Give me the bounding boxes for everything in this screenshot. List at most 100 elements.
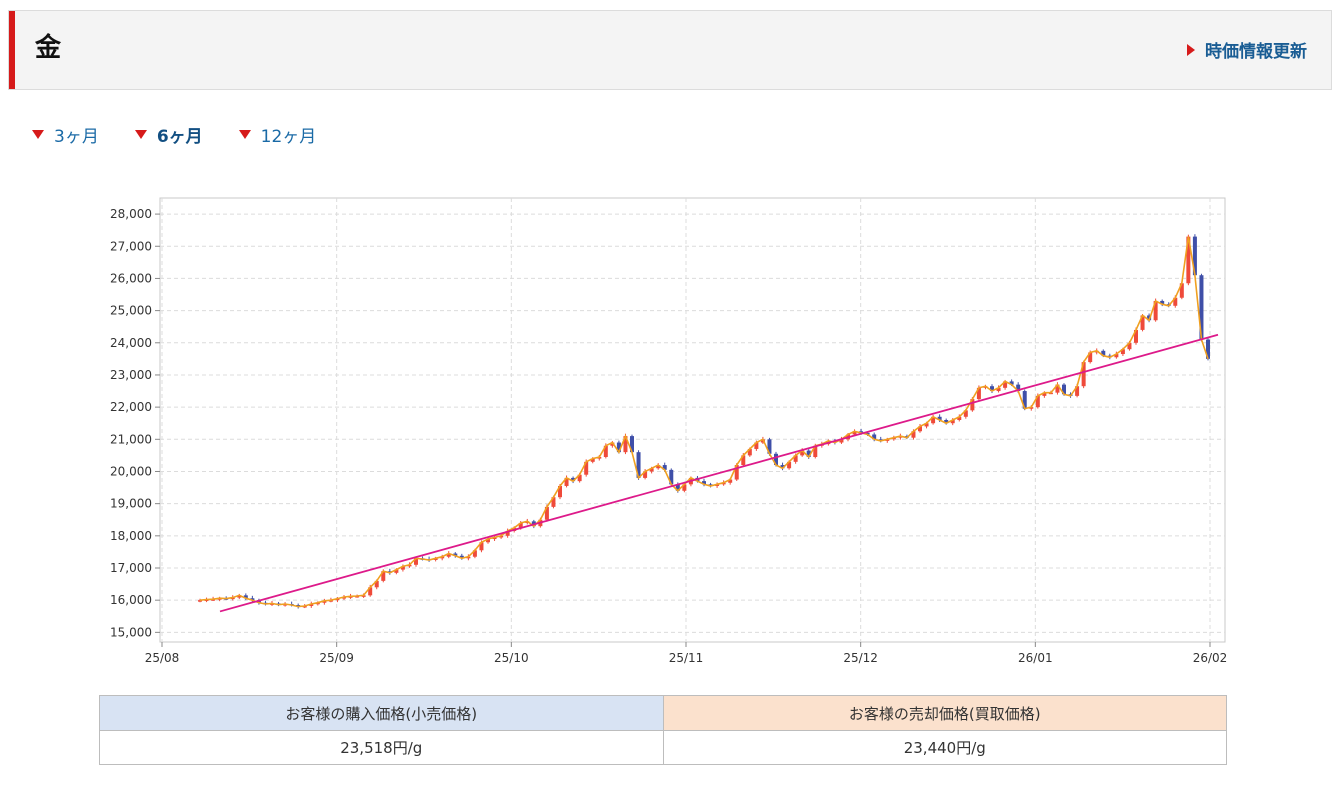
caret-down-icon xyxy=(238,130,251,139)
candle-body xyxy=(1140,315,1145,330)
candle-body xyxy=(767,439,772,454)
candle-body xyxy=(636,452,641,478)
candle-body xyxy=(662,465,667,470)
header-accent-bar xyxy=(9,11,15,89)
y-tick-label: 20,000 xyxy=(110,464,152,478)
candle-body xyxy=(747,448,752,456)
candle-body xyxy=(603,445,608,457)
candle-body xyxy=(950,420,955,424)
candle-body xyxy=(780,465,785,469)
candle-body xyxy=(931,416,936,424)
period-tabs: 3ヶ月 6ヶ月 12ヶ月 xyxy=(32,122,316,147)
page-header: 金 時価情報更新 xyxy=(8,10,1332,90)
candle-body xyxy=(433,558,438,560)
candle-body xyxy=(957,416,962,420)
tab-6-months[interactable]: 6ヶ月 xyxy=(134,122,203,147)
candle-body xyxy=(440,556,445,559)
price-table: お客様の購入価格(小売価格) お客様の売却価格(買取価格) 23,518円/g … xyxy=(99,695,1227,765)
candle-body xyxy=(459,555,464,559)
buy-price-header: お客様の購入価格(小売価格) xyxy=(99,695,664,731)
candle-body xyxy=(741,455,746,466)
candle-body xyxy=(1075,386,1080,396)
candle-body xyxy=(492,537,497,540)
candle-body xyxy=(852,431,857,435)
tab-3-months[interactable]: 3ヶ月 xyxy=(32,122,99,147)
candle-body xyxy=(250,598,255,601)
candle-body xyxy=(616,442,621,453)
candle-body xyxy=(918,426,922,432)
candle-body xyxy=(1206,339,1210,359)
x-tick-label: 25/08 xyxy=(145,651,180,665)
update-prices-link[interactable]: 時価情報更新 xyxy=(1187,37,1307,62)
y-tick-label: 19,000 xyxy=(110,497,152,511)
candle-body xyxy=(963,410,968,417)
candle-body xyxy=(1022,391,1027,409)
candle-body xyxy=(656,465,661,469)
candle-body xyxy=(571,477,576,482)
candle-body xyxy=(446,553,451,557)
candle-body xyxy=(708,484,713,486)
x-tick-label: 25/10 xyxy=(494,651,529,665)
candle-body xyxy=(1035,395,1040,408)
candle-body xyxy=(368,587,373,596)
candle-body xyxy=(1029,407,1034,409)
candle-body xyxy=(728,479,733,483)
candle-body xyxy=(1179,283,1184,298)
candle-body xyxy=(911,431,916,438)
candle-body xyxy=(996,387,1001,392)
candle-body xyxy=(774,453,778,466)
tab-12-months[interactable]: 12ヶ月 xyxy=(238,122,317,147)
candle-body xyxy=(322,600,327,603)
candle-body xyxy=(859,431,864,433)
candle-body xyxy=(610,442,615,446)
candle-body xyxy=(734,465,739,480)
candle-body xyxy=(499,535,504,538)
candle-body xyxy=(937,416,942,420)
candle-body xyxy=(675,484,680,491)
candle-body xyxy=(1016,384,1021,392)
candle-body xyxy=(544,506,549,520)
trend-line xyxy=(219,333,1219,613)
candle-body xyxy=(1062,384,1066,395)
candle-body xyxy=(990,386,994,392)
candle-body xyxy=(1134,329,1138,343)
candle-body xyxy=(1042,392,1047,396)
y-tick-label: 15,000 xyxy=(110,625,152,639)
candle-body xyxy=(558,485,562,498)
candle-body xyxy=(715,484,720,486)
y-tick-label: 24,000 xyxy=(110,336,152,350)
candle-body xyxy=(1055,384,1060,393)
candle-body xyxy=(754,442,759,449)
candle-body xyxy=(237,595,242,598)
candle-body xyxy=(970,399,975,411)
candle-body xyxy=(1088,352,1093,363)
x-tick-label: 25/11 xyxy=(669,651,704,665)
candle-body xyxy=(198,600,202,602)
y-tick-label: 28,000 xyxy=(110,207,152,221)
gold-price-chart: 15,000 16,000 17,000 18,000 19,000 20,000 21,0… xyxy=(110,197,1227,665)
candle-body xyxy=(702,481,706,485)
candle-body xyxy=(721,482,726,485)
candle-body xyxy=(1186,236,1191,284)
caret-right-icon xyxy=(1187,43,1195,56)
candle-body xyxy=(649,468,654,472)
page-title: 金 xyxy=(35,33,62,63)
candle-body xyxy=(309,604,314,606)
candle-body xyxy=(564,477,569,486)
plot-area xyxy=(159,197,1226,643)
buy-price-value: 23,518円/g xyxy=(99,730,664,765)
candle-body xyxy=(1153,300,1158,321)
x-tick-label: 25/09 xyxy=(319,651,354,665)
candle-body xyxy=(1173,297,1178,306)
candle-body xyxy=(630,436,634,453)
candle-body xyxy=(787,461,792,469)
y-tick-label: 26,000 xyxy=(110,271,152,285)
candle-body xyxy=(400,566,405,570)
candle-body xyxy=(551,497,556,507)
candle-body xyxy=(381,571,386,581)
y-tick-label: 18,000 xyxy=(110,529,152,543)
candle-body xyxy=(976,387,981,400)
candle-body xyxy=(839,439,844,443)
candle-body xyxy=(584,461,589,475)
tab-label: 12ヶ月 xyxy=(260,127,317,147)
